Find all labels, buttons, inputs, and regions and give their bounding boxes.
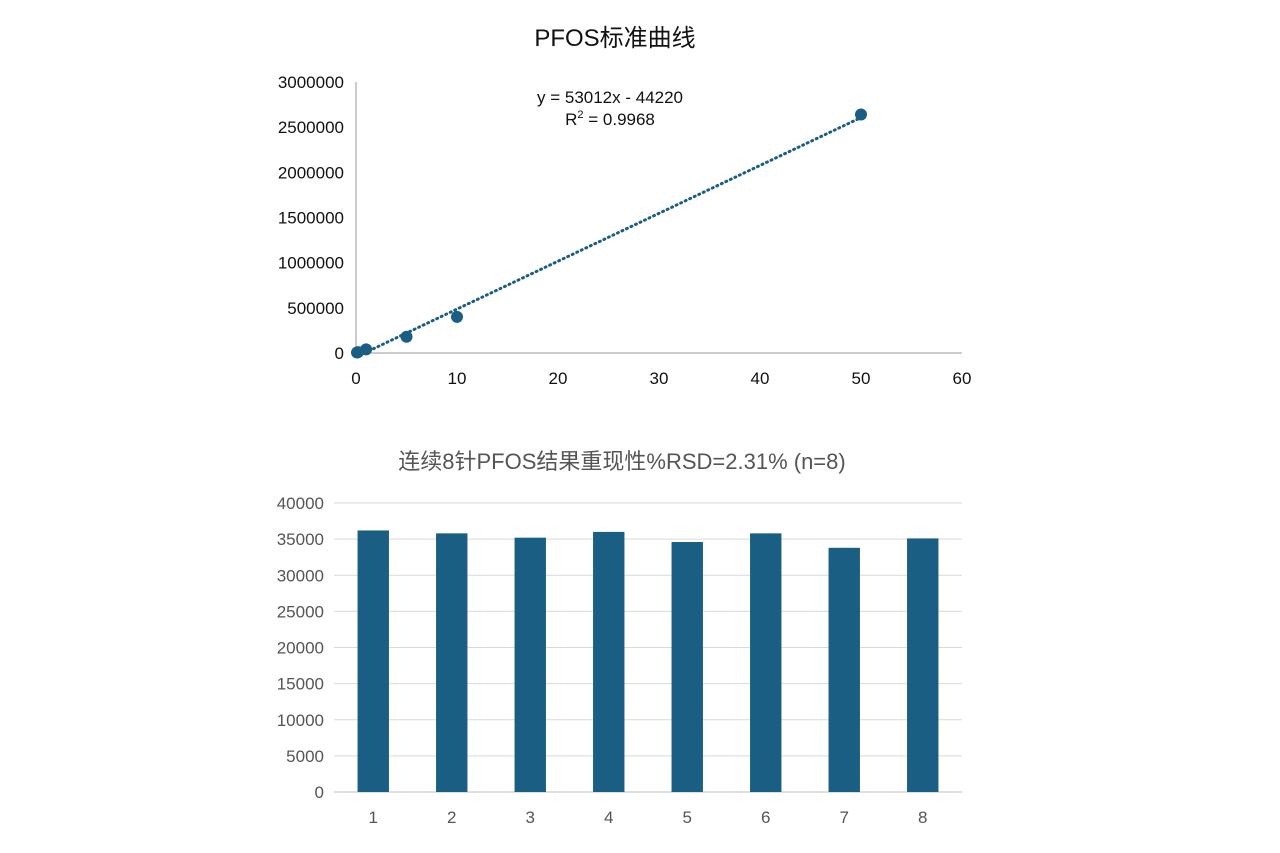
chart2-x-tick-label: 7 [840,808,849,827]
chart2-x-tick-label: 4 [604,808,613,827]
chart2-bar [671,542,703,792]
chart1-trendline [362,116,863,355]
chart1-ticks-group: 0 500000 1000000 1500000 2000000 2500000 30000… [278,73,972,388]
chart2-x-tick-label: 8 [918,808,927,827]
chart2-bar [357,530,389,792]
chart1-x-tick-label: 10 [448,369,467,388]
chart2-x-tick-label: 3 [526,808,535,827]
chart1-x-tick-label: 30 [650,369,669,388]
chart2-y-tick-label: 5000 [286,747,324,766]
chart2-title: 连续8针PFOS结果重现性%RSD=2.31% (n=8) [398,449,845,474]
chart1-data-point [451,310,463,323]
chart1-axes [355,82,962,354]
chart2-bar [828,547,860,792]
chart2-gridlines [334,502,962,793]
chart2-bar [907,538,939,792]
chart2-ticks-group: 0 5000 10000 15000 20000 25000 30000 35000 40000… [277,494,928,827]
chart1-y-tick-label: 1500000 [278,209,344,228]
chart1-y-tick-label: 1000000 [278,254,344,273]
chart1-data-point [360,343,373,356]
chart1-y-tick-label: 0 [335,344,344,363]
chart2-y-tick-label: 0 [315,783,324,802]
chart2-x-tick-label: 1 [369,808,378,827]
chart2-y-tick-label: 20000 [277,639,324,658]
chart2-y-tick-label: 40000 [277,494,324,513]
chart2-x-tick-label: 2 [447,808,456,827]
chart1-points-group [351,108,867,359]
chart1-y-tick-label: 2500000 [278,118,344,137]
chart1-x-tick-label: 40 [751,369,770,388]
reproducibility-bar-chart: 连续8针PFOS结果重现性%RSD=2.31% (n=8) 0 5000 10000… [277,449,962,827]
chart1-y-tick-label: 500000 [287,299,344,318]
chart2-x-tick-label: 5 [683,808,692,827]
chart1-x-tick-label: 50 [852,369,871,388]
chart1-y-tick-label: 2000000 [278,163,344,182]
chart1-x-tick-label: 20 [549,369,568,388]
chart2-y-tick-label: 25000 [277,602,324,621]
r-squared-label: R2 = 0.9968 [565,109,655,129]
chart2-y-tick-label: 10000 [277,711,324,730]
chart1-x-tick-label: 60 [953,369,972,388]
chart2-y-tick-label: 30000 [277,566,324,585]
chart2-x-tick-label: 6 [761,808,770,827]
chart1-title: PFOS标准曲线 [534,25,695,52]
chart1-data-point [400,330,413,343]
standard-curve-chart: PFOS标准曲线 0 500000 1000000 1500000 2000000 250… [278,25,972,388]
chart2-bar [750,533,782,792]
trendline-equation: y = 53012x - 44220 [537,88,683,107]
chart1-x-tick-label: 0 [351,369,360,388]
chart2-bar [593,531,625,792]
chart2-bar [436,533,468,792]
chart1-data-point [855,108,867,121]
chart2-y-tick-label: 35000 [277,530,324,549]
chart1-trendline-group [362,116,863,355]
chart2-y-tick-label: 15000 [277,675,324,694]
chart1-y-tick-label: 3000000 [278,73,344,92]
chart2-bars-group [357,530,939,792]
chart2-bar [514,537,546,792]
